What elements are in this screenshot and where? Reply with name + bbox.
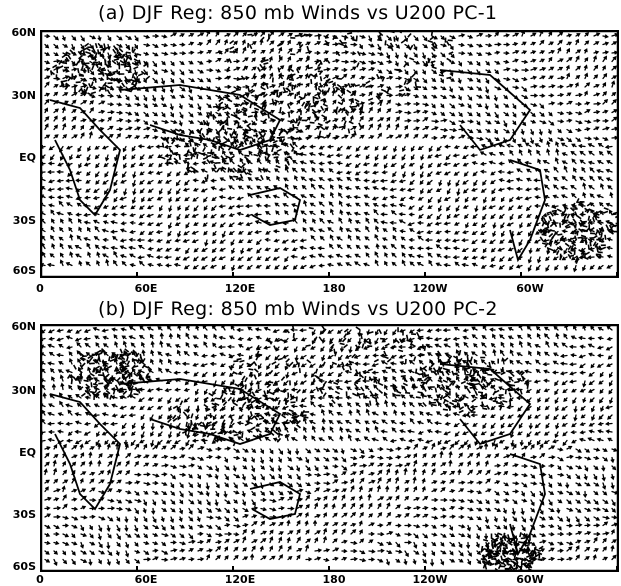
panel-a-lat-60n: 60N: [0, 26, 36, 39]
panel-b-lon-0: 0: [20, 573, 60, 586]
panel-a-lon-0: 0: [20, 282, 60, 295]
panel-b-lon-180: 180: [314, 573, 354, 586]
panel-a-lon-180: 180: [314, 282, 354, 295]
panel-b-title: (b) DJF Reg: 850 mb Winds vs U200 PC-2: [98, 298, 498, 320]
panel-b-lon-120w: 120W: [410, 573, 450, 586]
panel-b-lat-eq: EQ: [0, 446, 36, 459]
panel-a-lon-60e: 60E: [126, 282, 166, 295]
panel-b-lat-30n: 30N: [0, 384, 36, 397]
panel-a-lon-60w: 60W: [510, 282, 550, 295]
panel-a-wind-map: [40, 30, 619, 278]
panel-a-lon-120e: 120E: [220, 282, 260, 295]
panel-b-lat-30s: 30S: [0, 508, 36, 521]
panel-a-lon-120w: 120W: [410, 282, 450, 295]
panel-b-lat-60s: 60S: [0, 560, 36, 573]
panel-a-title: (a) DJF Reg: 850 mb Winds vs U200 PC-1: [98, 2, 497, 24]
panel-a-lat-30s: 30S: [0, 214, 36, 227]
panel-a-lat-30n: 30N: [0, 89, 36, 102]
panel-b-wind-map: [40, 324, 619, 572]
panel-a-lat-60s: 60S: [0, 264, 36, 277]
panel-b-lat-60n: 60N: [0, 320, 36, 333]
panel-b-lon-60e: 60E: [126, 573, 166, 586]
panel-b-lon-120e: 120E: [220, 573, 260, 586]
panel-a-lat-eq: EQ: [0, 151, 36, 164]
panel-b-lon-60w: 60W: [510, 573, 550, 586]
